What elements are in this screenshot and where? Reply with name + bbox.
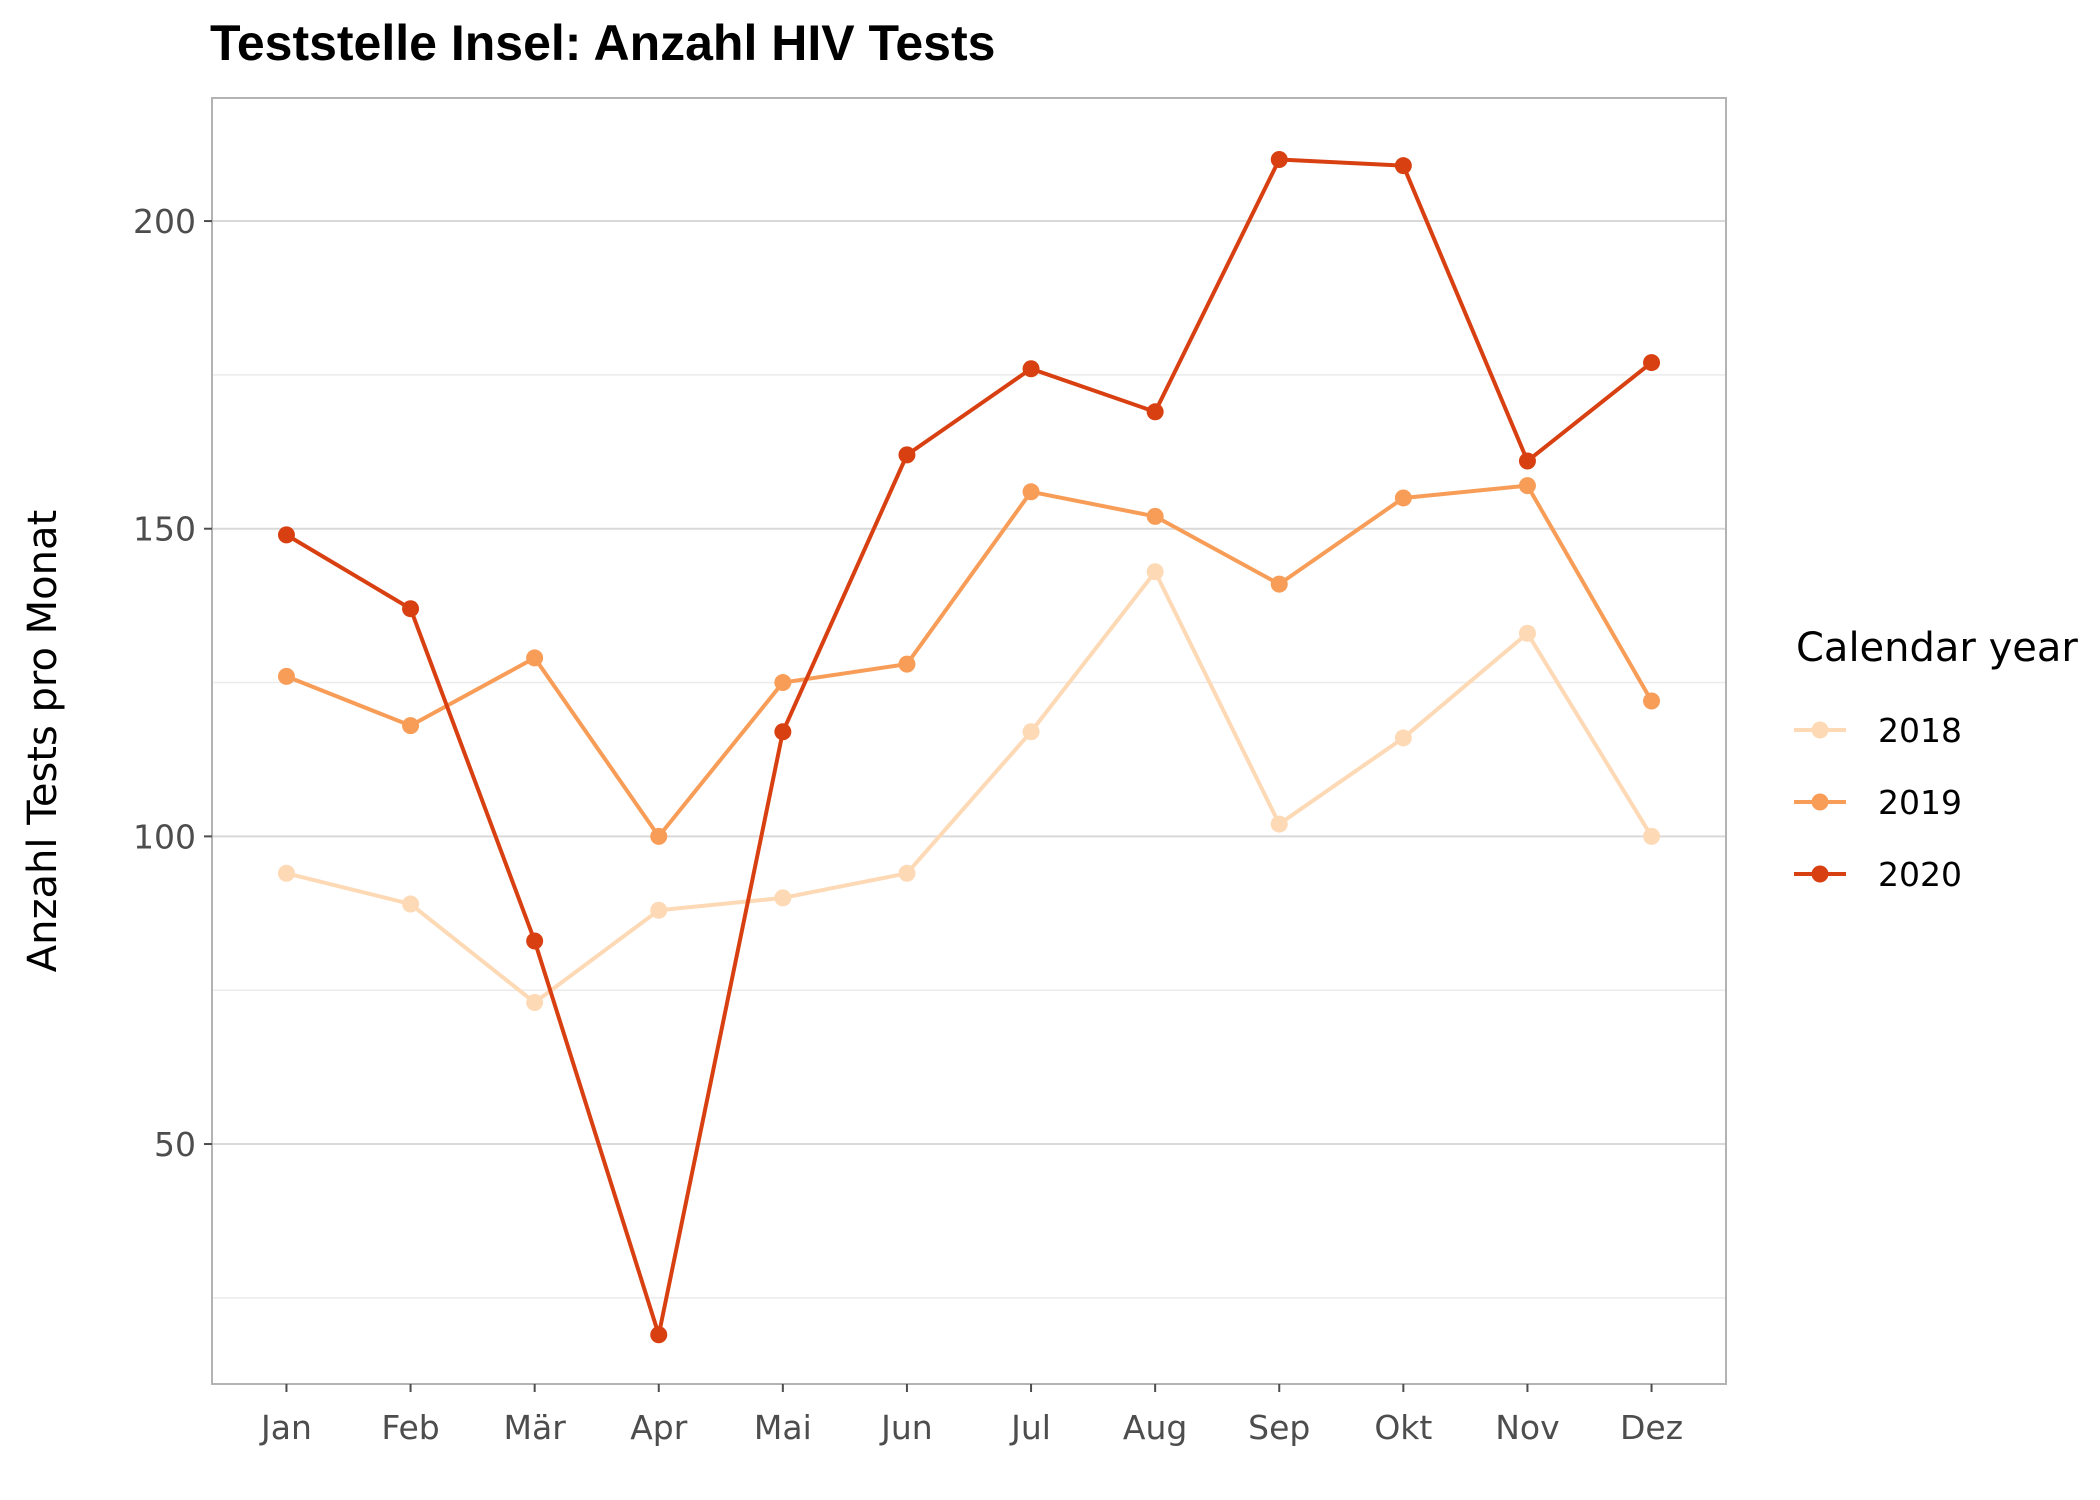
data-point-2018-Dez [1643, 827, 1661, 845]
data-point-2019-Mär [526, 649, 544, 667]
plot-panel-border [211, 97, 1727, 1385]
data-point-2019-Jul [1022, 483, 1040, 501]
legend-title: Calendar year [1796, 625, 2078, 671]
x-tick-label: Dez [1620, 1408, 1683, 1447]
chart-title: Teststelle Insel: Anzahl HIV Tests [210, 15, 995, 71]
y-axis: 50 100 150 200 [133, 202, 212, 1164]
legend-label: 2020 [1878, 855, 1962, 894]
y-axis-title: Anzahl Tests pro Monat [20, 510, 66, 972]
data-point-2019-Jan [277, 667, 295, 685]
data-point-2019-Aug [1146, 507, 1164, 525]
data-point-2020-Jul [1022, 360, 1040, 378]
x-tick-label: Jan [259, 1408, 312, 1447]
data-point-2020-Mai [774, 723, 792, 741]
data-point-2020-Mär [526, 932, 544, 950]
data-point-2020-Dez [1643, 354, 1661, 372]
data-point-2019-Dez [1643, 692, 1661, 710]
data-point-2020-Sep [1270, 151, 1288, 169]
x-tick-label: Feb [381, 1408, 439, 1447]
x-tick-label: Mär [504, 1408, 567, 1447]
legend-item-2018: 2018 [1794, 711, 1962, 750]
series-2018 [277, 563, 1661, 1012]
legend-item-2019: 2019 [1794, 783, 1962, 822]
data-point-2019-Nov [1518, 477, 1536, 495]
y-tick-label: 100 [133, 817, 196, 856]
x-tick-label: Apr [630, 1408, 688, 1447]
data-point-2020-Nov [1518, 452, 1536, 470]
series-line-2018 [285, 569, 1654, 1005]
data-point-2018-Mär [526, 994, 544, 1012]
y-tick-label: 50 [154, 1125, 196, 1164]
legend-key-point [1811, 721, 1829, 739]
x-tick-label: Mai [754, 1408, 812, 1447]
x-tick-label: Sep [1248, 1408, 1310, 1447]
minor-gridlines [212, 374, 1726, 1299]
data-point-2020-Apr [650, 1326, 668, 1344]
x-tick-label: Jun [879, 1408, 933, 1447]
data-point-2018-Okt [1394, 729, 1412, 747]
x-tick-label: Nov [1495, 1408, 1559, 1447]
data-point-2019-Jun [898, 655, 916, 673]
data-point-2020-Feb [402, 600, 420, 618]
data-point-2019-Apr [650, 827, 668, 845]
data-point-2018-Feb [402, 895, 420, 913]
series-2020 [277, 151, 1661, 1344]
data-point-2020-Aug [1146, 403, 1164, 421]
x-axis: Jan Feb Mär Apr Mai Jun Jul Aug Sep Okt Nov Dez [259, 1384, 1683, 1447]
legend-key-point [1811, 865, 1829, 883]
data-point-2018-Aug [1146, 563, 1164, 581]
data-point-2018-Apr [650, 901, 668, 919]
data-point-2019-Feb [402, 717, 420, 735]
x-tick-label: Okt [1374, 1408, 1432, 1447]
series-line-2019 [285, 483, 1654, 839]
legend-key-point [1811, 793, 1829, 811]
series-line-2020 [285, 157, 1653, 1337]
data-point-2019-Mai [774, 674, 792, 692]
major-gridlines [212, 220, 1726, 1146]
legend-label: 2018 [1878, 711, 1962, 750]
data-point-2020-Jun [898, 446, 916, 464]
data-point-2020-Okt [1394, 157, 1412, 175]
data-point-2018-Sep [1270, 815, 1288, 833]
data-point-2018-Jul [1022, 723, 1040, 741]
plot-background [212, 98, 1726, 1384]
data-point-2018-Nov [1518, 624, 1536, 642]
y-tick-label: 150 [133, 510, 196, 549]
data-point-2018-Jun [898, 864, 916, 882]
x-tick-label: Jul [1009, 1408, 1051, 1447]
data-point-2019-Okt [1394, 489, 1412, 507]
data-point-2018-Mai [774, 889, 792, 907]
legend-label: 2019 [1878, 783, 1962, 822]
legend-item-2020: 2020 [1794, 855, 1962, 894]
y-tick-label: 200 [133, 202, 196, 241]
x-tick-label: Aug [1123, 1408, 1187, 1447]
data-point-2020-Jan [277, 526, 295, 544]
data-point-2018-Jan [277, 864, 295, 882]
series-2019 [277, 477, 1661, 845]
legend: Calendar year 2018 2019 2020 [1794, 625, 2078, 894]
series-layer [277, 151, 1661, 1344]
data-point-2019-Sep [1270, 575, 1288, 593]
